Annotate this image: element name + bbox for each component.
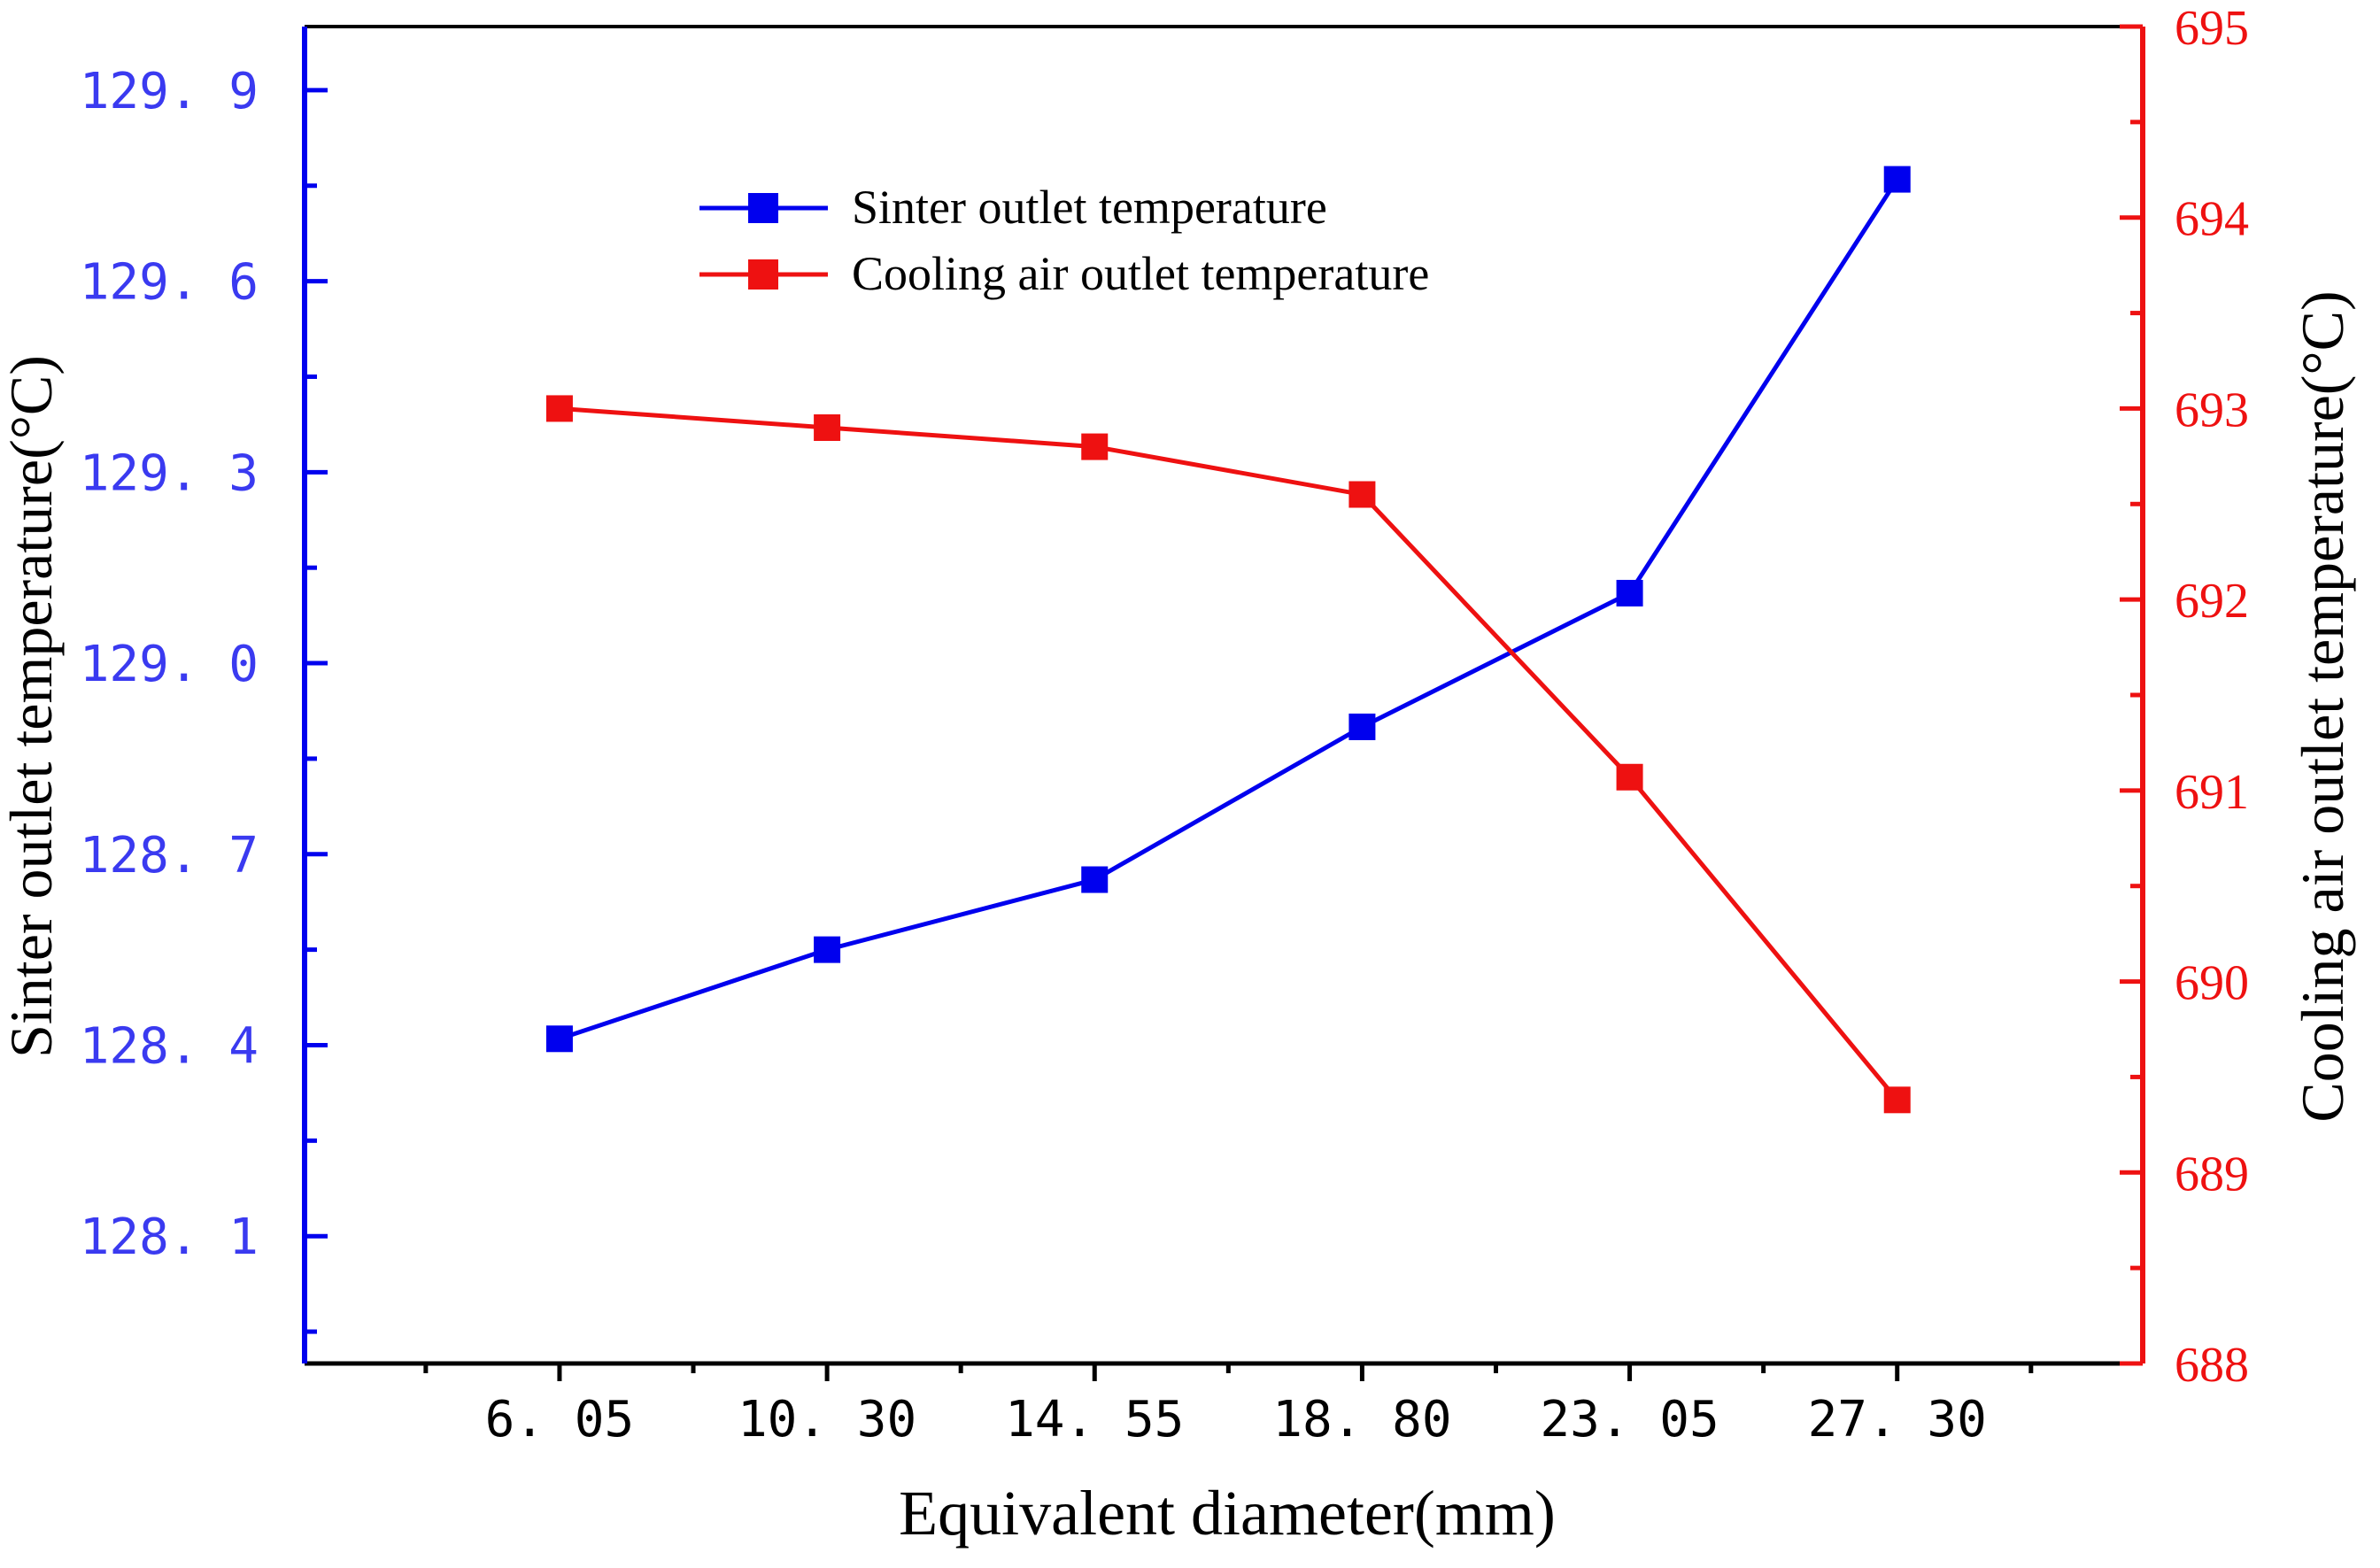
data-point-sinter: [1616, 579, 1643, 606]
series-line-sinter: [559, 178, 1899, 1041]
right-y-tick-label: 689: [2175, 1147, 2249, 1201]
legend-marker-cooling-air: [748, 259, 778, 290]
right-y-axis-title: Cooling air outlet temperature(°C): [2289, 290, 2356, 1122]
legend: Sinter outlet temperature Cooling air ou…: [699, 181, 1429, 300]
x-tick-label: 18. 80: [1272, 1391, 1451, 1448]
data-point-cooling-air: [1616, 763, 1643, 791]
right-y-tick-label: 688: [2175, 1338, 2249, 1393]
x-tick-label: 6. 05: [485, 1391, 635, 1448]
data-point-sinter: [1348, 713, 1376, 740]
data-point-cooling-air: [545, 395, 573, 422]
left-y-axis-title: Sinter outlet temperature(°C): [0, 355, 65, 1058]
right-y-tick-label: 694: [2175, 192, 2249, 247]
legend-item-cooling-air: Cooling air outlet temperature: [699, 247, 1429, 300]
x-tick-label: 23. 05: [1540, 1391, 1719, 1448]
data-point-sinter: [814, 936, 841, 963]
left-y-tick-label: 128. 7: [80, 827, 259, 884]
series-lines: [545, 166, 1911, 1114]
data-point-sinter: [1883, 166, 1911, 193]
right-y-tick-label: 690: [2175, 956, 2249, 1011]
axes: 6. 05 10. 30 14. 55 18. 80 23. 05 27. 30 128. …: [80, 1, 2249, 1448]
data-point-cooling-air: [1883, 1086, 1911, 1114]
left-y-tick-label: 129. 0: [80, 636, 259, 693]
right-y-tick-label: 695: [2175, 1, 2249, 56]
left-y-tick-label: 129. 3: [80, 444, 259, 502]
left-y-tick-label: 128. 4: [80, 1017, 259, 1075]
x-tick-label: 10. 30: [738, 1391, 916, 1448]
legend-item-sinter: Sinter outlet temperature: [699, 181, 1327, 234]
right-y-tick-label: 691: [2175, 765, 2249, 820]
data-point-cooling-air: [1348, 481, 1376, 508]
legend-marker-sinter: [748, 193, 778, 223]
left-y-tick-label: 128. 1: [80, 1209, 259, 1266]
x-tick-label: 14. 55: [1005, 1391, 1184, 1448]
right-y-tick-label: 693: [2175, 382, 2249, 437]
data-point-cooling-air: [814, 414, 841, 441]
left-y-tick-label: 129. 9: [80, 63, 259, 120]
legend-label-sinter: Sinter outlet temperature: [852, 181, 1327, 234]
data-point-sinter: [1081, 866, 1109, 893]
x-tick-label: 27. 30: [1808, 1391, 1987, 1448]
legend-label-cooling-air: Cooling air outlet temperature: [852, 247, 1429, 300]
data-point-cooling-air: [1081, 433, 1109, 460]
x-axis-title: Equivalent diameter(mm): [899, 1478, 1556, 1549]
data-point-sinter: [545, 1025, 573, 1053]
series-line-cooling-air: [559, 406, 1899, 1101]
right-y-tick-label: 692: [2175, 574, 2249, 629]
left-y-tick-label: 129. 6: [80, 254, 259, 312]
